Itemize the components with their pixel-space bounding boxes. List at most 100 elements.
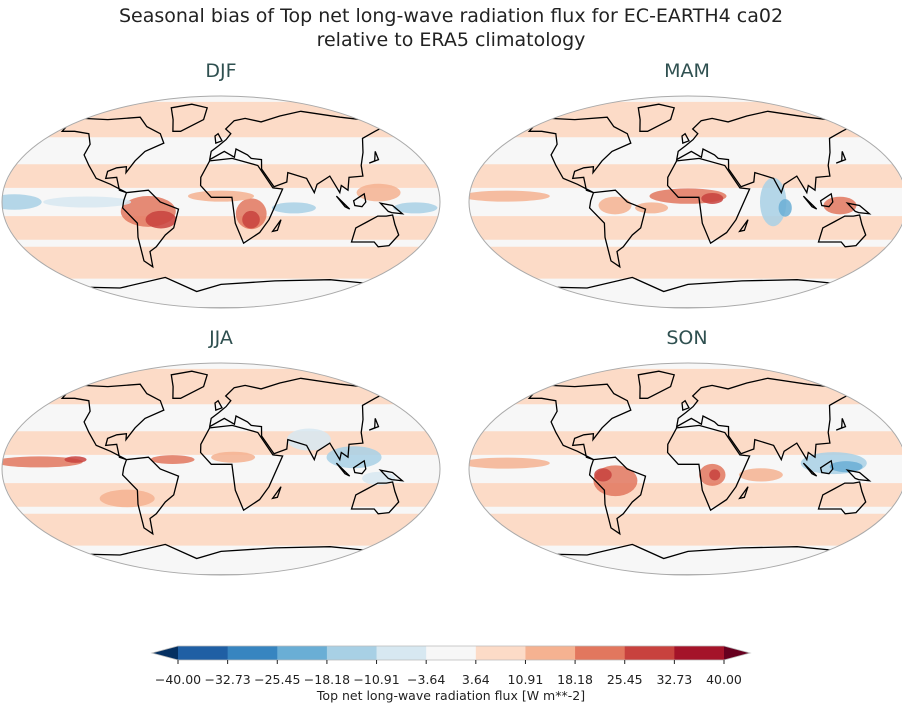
panel-title-mam: MAM <box>664 60 710 82</box>
coastline <box>121 189 180 269</box>
colorbar-label: Top net long-wave radiation flux [W m**-… <box>316 688 586 703</box>
colorbar-segment <box>178 646 229 660</box>
bias-region <box>150 455 195 464</box>
colorbar-tick-label: 25.45 <box>606 672 643 687</box>
bias-band <box>507 368 869 405</box>
coastline <box>637 370 676 399</box>
coastline <box>67 543 380 575</box>
coastline <box>350 214 400 248</box>
bias-region <box>188 190 254 202</box>
coastline <box>835 151 847 164</box>
bias-region <box>823 196 857 215</box>
map-djf <box>1 95 441 309</box>
coastline <box>271 486 282 500</box>
coastline <box>350 481 400 515</box>
coastline <box>666 424 751 512</box>
bias-band <box>40 101 402 138</box>
bias-band <box>470 216 902 240</box>
coastline <box>835 418 847 431</box>
coastline <box>199 157 284 245</box>
coastline <box>214 399 223 411</box>
bias-region <box>778 199 792 217</box>
bias-region <box>326 446 382 469</box>
bias-region <box>709 469 721 481</box>
figure-title-line1: Seasonal bias of Top net long-wave radia… <box>118 5 784 27</box>
colorbar-tick-label: −3.64 <box>407 672 446 687</box>
map-boundary-mam <box>468 95 902 309</box>
coastline <box>208 377 388 462</box>
colorbar-segment <box>624 646 675 660</box>
coastline <box>368 418 380 431</box>
colorbar-over-arrow <box>724 646 750 660</box>
bias-region <box>701 192 724 204</box>
bias-band <box>40 368 402 405</box>
colorbar-segment <box>475 646 526 660</box>
coastline <box>675 110 855 195</box>
colorbar-tick-label: −10.91 <box>353 672 400 687</box>
bias-band <box>507 101 869 138</box>
bias-band <box>487 246 889 279</box>
coastline <box>819 192 834 208</box>
coastline <box>637 103 676 132</box>
bias-region <box>829 461 863 473</box>
bias-region <box>469 190 550 202</box>
map-boundary-son <box>468 362 902 576</box>
bias-region <box>393 202 438 214</box>
coastline <box>802 195 818 210</box>
coastline <box>352 459 367 475</box>
coastline <box>352 192 367 208</box>
bias-band <box>487 513 889 546</box>
colorbar-tick-label: −25.45 <box>254 672 301 687</box>
coastline <box>534 276 847 308</box>
coastline <box>60 116 165 194</box>
colorbar-segment <box>674 646 725 660</box>
bias-region <box>2 456 83 468</box>
panel-title-djf: DJF <box>205 60 237 82</box>
colorbar-segment <box>326 646 378 660</box>
coastline <box>588 456 647 536</box>
coastline <box>819 459 834 475</box>
colorbar-segment <box>277 646 328 660</box>
panel-title-jja: JJA <box>209 327 233 349</box>
coastline <box>208 110 388 195</box>
coastline <box>121 456 180 536</box>
bias-region <box>356 183 401 202</box>
coastline <box>817 481 867 515</box>
bias-region <box>598 196 632 215</box>
coastline <box>335 462 351 477</box>
coastline <box>738 219 749 233</box>
bias-band <box>20 246 422 279</box>
coastline <box>738 486 749 500</box>
figure-title-line2: relative to ERA5 climatology <box>316 29 586 51</box>
bias-band <box>20 513 422 546</box>
colorbar-tick-label: −32.73 <box>204 672 251 687</box>
coastline <box>675 377 855 462</box>
colorbar-tick-label: −18.18 <box>303 672 351 687</box>
bias-region <box>362 471 396 486</box>
coastline <box>60 383 165 461</box>
coastline <box>802 462 818 477</box>
bias-region <box>211 451 256 463</box>
bias-region <box>286 428 331 451</box>
bias-region <box>43 196 132 208</box>
coastline <box>271 219 282 233</box>
colorbar-segment <box>575 646 626 660</box>
coastline <box>170 103 209 132</box>
coastline <box>681 132 690 144</box>
map-boundary-djf <box>1 95 441 309</box>
coastline <box>368 151 380 164</box>
coastline <box>817 214 867 248</box>
coastline <box>527 383 632 461</box>
colorbar-tick-label: 18.18 <box>557 672 593 687</box>
coastline <box>845 469 872 482</box>
map-jja <box>1 362 441 576</box>
bias-region <box>635 202 669 214</box>
bias-band <box>3 216 439 240</box>
coastline <box>170 370 209 399</box>
coastline <box>335 195 351 210</box>
bias-region <box>738 468 783 482</box>
map-boundary-jja <box>1 362 441 576</box>
colorbar <box>150 645 752 664</box>
bias-region <box>145 210 177 229</box>
colorbar-tick-label: 40.00 <box>706 672 742 687</box>
